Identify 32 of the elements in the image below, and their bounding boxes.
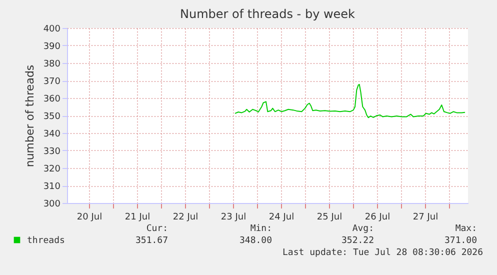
y-tick-label: 310 xyxy=(43,182,61,192)
x-tick-label: 22 Jul xyxy=(172,212,198,222)
text: Cur: xyxy=(146,224,168,234)
y-tick-label: 320 xyxy=(43,164,61,174)
text: 352.22 xyxy=(341,236,374,246)
y-tick-label: 390 xyxy=(43,42,61,52)
y-tick-label: 370 xyxy=(43,77,61,87)
chart-title: Number of threads - by week xyxy=(180,7,356,21)
text: 371.00 xyxy=(444,236,477,246)
text: Last update: Tue Jul 28 08:30:06 2026 xyxy=(282,248,483,258)
text: 348.00 xyxy=(239,236,272,246)
y-tick-label: 300 xyxy=(43,200,61,210)
x-tick-label: 21 Jul xyxy=(124,212,150,222)
text: 351.67 xyxy=(135,236,168,246)
y-tick-label: 380 xyxy=(43,60,61,70)
y-tick-label: 340 xyxy=(43,130,61,140)
x-tick-label: 24 Jul xyxy=(268,212,294,222)
x-tick-label: 20 Jul xyxy=(76,212,102,222)
y-tick-label: 330 xyxy=(43,147,61,157)
x-tick-label: 27 Jul xyxy=(412,212,438,222)
y-tick-label: 360 xyxy=(43,94,61,104)
text: Min: xyxy=(250,224,272,234)
line-series xyxy=(234,84,466,118)
text: Max: xyxy=(455,224,477,234)
y-tick-label: 350 xyxy=(43,112,61,122)
x-tick-label: 26 Jul xyxy=(364,212,390,222)
legend-label: threads xyxy=(27,236,65,246)
y-tick-label: 400 xyxy=(43,24,61,34)
y-axis-title: number of threads xyxy=(23,64,36,168)
text: Avg: xyxy=(352,224,374,234)
x-tick-label: 23 Jul xyxy=(220,212,246,222)
x-tick-label: 25 Jul xyxy=(316,212,342,222)
